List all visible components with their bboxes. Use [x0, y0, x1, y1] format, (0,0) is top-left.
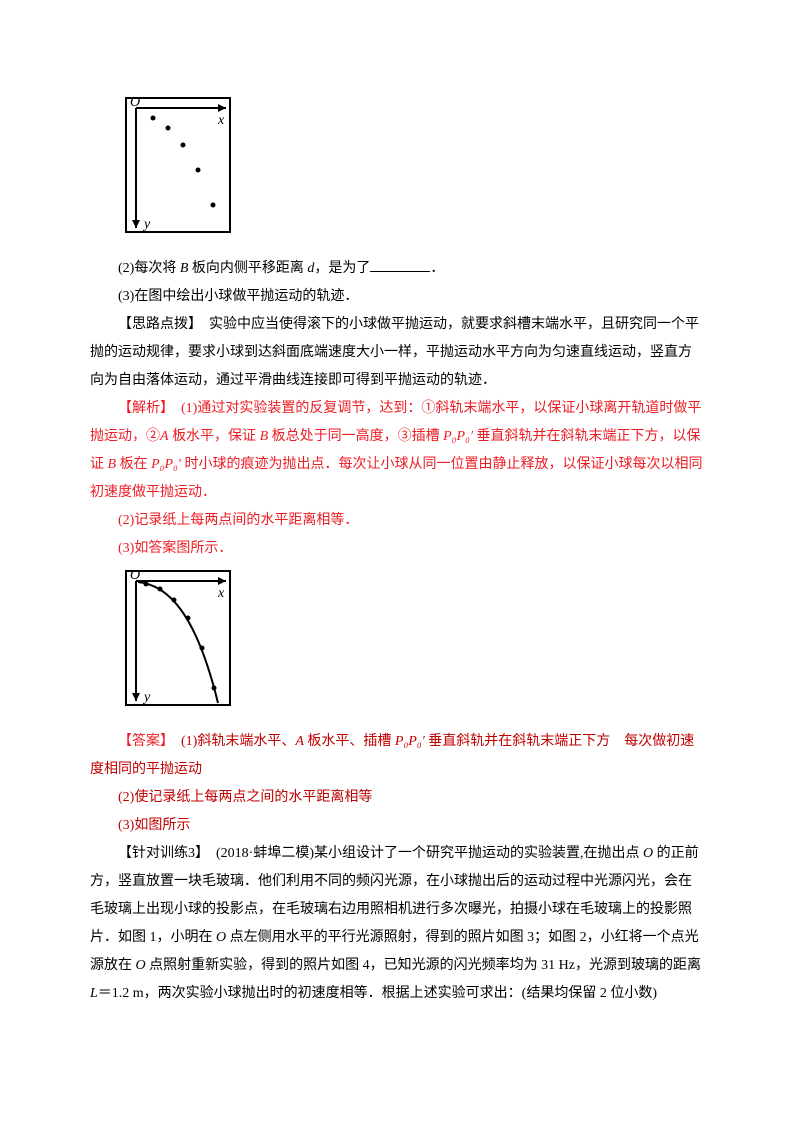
an-p0p0-1: P₀P₀′ — [443, 429, 473, 444]
q2-suffix: ． — [430, 261, 444, 276]
blank-1 — [370, 257, 430, 272]
label-O: O — [130, 95, 140, 110]
an-varA: A — [160, 429, 169, 444]
question-3: (3)在图中绘出小球做平抛运动的轨迹． — [90, 283, 704, 311]
answer-p1: 【答案】 (1)斜轨末端水平、A 板水平、插槽 P₀P₀′ 垂直斜轨并在斜轨末端… — [90, 728, 704, 784]
projectile-dots-diagram: O x y — [118, 90, 238, 240]
answer-p2: (2)使记录纸上每两点之间的水平距离相等 — [90, 784, 704, 812]
ans-varA: A — [295, 734, 304, 749]
diagram-1: O x y — [118, 90, 704, 251]
analysis-p2: (2)记录纸上每两点间的水平距离相等． — [90, 507, 704, 535]
q2-prefix: (2)每次将 — [118, 261, 180, 276]
ans-a1a: (1)斜轨末端水平、 — [181, 734, 295, 749]
pr-body1: 某小组设计了一个研究平抛运动的实验装置,在抛出点 — [314, 846, 643, 861]
practice-paragraph: 【针对训练3】 (2018·蚌埠二模)某小组设计了一个研究平抛运动的实验装置,在… — [90, 840, 704, 1008]
analysis-p1: 【解析】 (1)通过对实验装置的反复调节，达到：①斜轨末端水平，以保证小球离开轨… — [90, 395, 704, 507]
ans-a1b: 板水平、插槽 — [304, 734, 395, 749]
q2-mid1: 板向内侧平移距离 — [188, 261, 307, 276]
practice-src: (2018·蚌埠二模) — [216, 846, 314, 861]
an-p1b: 板水平，保证 — [169, 429, 260, 444]
pr-body4: 点照射重新实验，得到的照片如图 4，已知光源的闪光频率均为 31 Hz，光源到玻… — [146, 958, 701, 973]
analysis-p3: (3)如答案图所示． — [90, 535, 704, 563]
pr-varO1: O — [643, 846, 653, 861]
ans-p0p0: P₀P₀′ — [395, 734, 425, 749]
label-y: y — [142, 217, 151, 232]
pr-varO2: O — [216, 930, 226, 945]
an-p0p0-2: P₀P₀′ — [151, 457, 181, 472]
pr-varO3: O — [136, 958, 146, 973]
pr-body5: ＝1.2 m，两次实验小球抛出时的初速度相等．根据上述实验可求出：(结果均保留 … — [98, 986, 657, 1001]
practice-label: 【针对训练3】 — [118, 846, 216, 861]
an-p1f: 时小球的痕迹为抛出点．每次让小球从同一位置由静止释放，以保证小球每次以相同初速度… — [90, 457, 702, 500]
label-x: x — [217, 113, 225, 128]
answer-p3: (3)如图所示 — [90, 812, 704, 840]
an-p1c: 板总处于同一高度，③插槽 — [268, 429, 443, 444]
label-O: O — [130, 568, 140, 583]
answer-label: 【答案】 — [118, 734, 181, 749]
hint-paragraph: 【思路点拨】 实验中应当使得滚下的小球做平抛运动，就要求斜槽末端水平，且研究同一… — [90, 311, 704, 395]
label-y: y — [142, 690, 151, 705]
an-varB2: B — [108, 457, 117, 472]
pr-varL: L — [90, 986, 98, 1001]
hint-label: 【思路点拨】 — [118, 317, 209, 332]
question-2: (2)每次将 B 板向内侧平移距离 d，是为了． — [90, 255, 704, 283]
analysis-label: 【解析】 — [118, 401, 181, 416]
an-p1e: 板在 — [116, 457, 151, 472]
label-x: x — [217, 586, 225, 601]
q2-mid2: ，是为了 — [314, 261, 370, 276]
projectile-curve-diagram: O x y — [118, 563, 238, 713]
diagram-2: O x y — [118, 563, 704, 724]
page: O x y (2)每次将 B 板向内侧平移距离 d，是为了． (3)在图中绘出小… — [0, 0, 794, 1123]
an-varB1: B — [260, 429, 269, 444]
